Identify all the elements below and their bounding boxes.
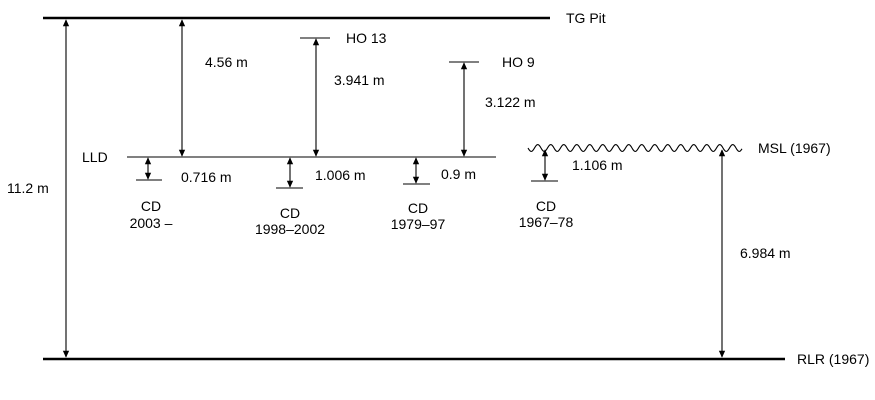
tg-pit-to-lld-label: 4.56 m — [205, 54, 248, 70]
msl-wavy-line — [527, 143, 743, 153]
msl-to-rlr-label: 6.984 m — [740, 245, 791, 261]
rlr-label: RLR (1967) — [797, 351, 869, 367]
cd-1967-title: CD — [536, 198, 556, 214]
total-height-label: 11.2 m — [7, 180, 49, 196]
ho13-label: HO 13 — [346, 30, 387, 46]
msl-label: MSL (1967) — [758, 140, 831, 156]
tg-pit-label: TG Pit — [566, 10, 606, 26]
cd-1979-years: 1979–97 — [391, 216, 446, 232]
cd-1998-years: 1998–2002 — [255, 221, 325, 237]
cd-1998-title: CD — [280, 205, 300, 221]
cd-1998-offset-label: 1.006 m — [315, 167, 366, 183]
ho9-to-lld-label: 3.122 m — [485, 94, 536, 110]
cd-1967-years: 1967–78 — [519, 214, 574, 230]
cd-1979-offset-label: 0.9 m — [441, 166, 476, 182]
ho13-to-lld-label: 3.941 m — [334, 72, 385, 88]
ho9-label: HO 9 — [502, 54, 535, 70]
cd-2003-title: CD — [141, 198, 161, 214]
cd-2003-years: 2003 – — [130, 215, 173, 231]
cd-1967-offset-label: 1.106 m — [572, 157, 623, 173]
cd-1979-title: CD — [408, 200, 428, 216]
lld-label: LLD — [82, 149, 108, 165]
cd-2003-offset-label: 0.716 m — [181, 169, 232, 185]
